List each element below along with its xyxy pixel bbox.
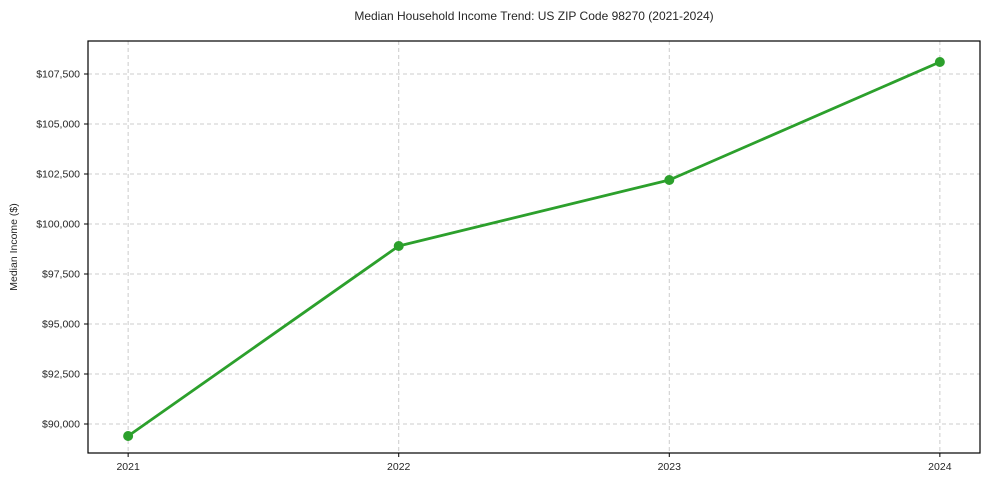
data-point-2022 (393, 241, 404, 251)
income-line (126, 60, 942, 438)
data-point-2021 (123, 431, 134, 441)
x-tick-label: 2023 (658, 461, 682, 473)
y-tick-label: $100,000 (36, 219, 80, 231)
y-tick-label: $92,500 (42, 369, 80, 381)
x-tick-label: 2021 (116, 461, 140, 473)
data-point-2024 (934, 57, 945, 67)
x-tick-label: 2022 (387, 461, 411, 473)
y-tick-label: $95,000 (42, 319, 80, 331)
y-tick-label: $102,500 (36, 169, 80, 181)
data-point-2023 (664, 175, 675, 185)
y-tick-label: $97,500 (42, 269, 80, 281)
plot-border (87, 40, 981, 454)
x-tick-label: 2024 (928, 461, 952, 473)
y-tick-label: $90,000 (42, 419, 80, 431)
y-tick-label: $107,500 (36, 69, 80, 81)
chart-title: Median Household Income Trend: US ZIP Co… (354, 9, 714, 23)
y-tick-label: $105,000 (36, 119, 80, 131)
